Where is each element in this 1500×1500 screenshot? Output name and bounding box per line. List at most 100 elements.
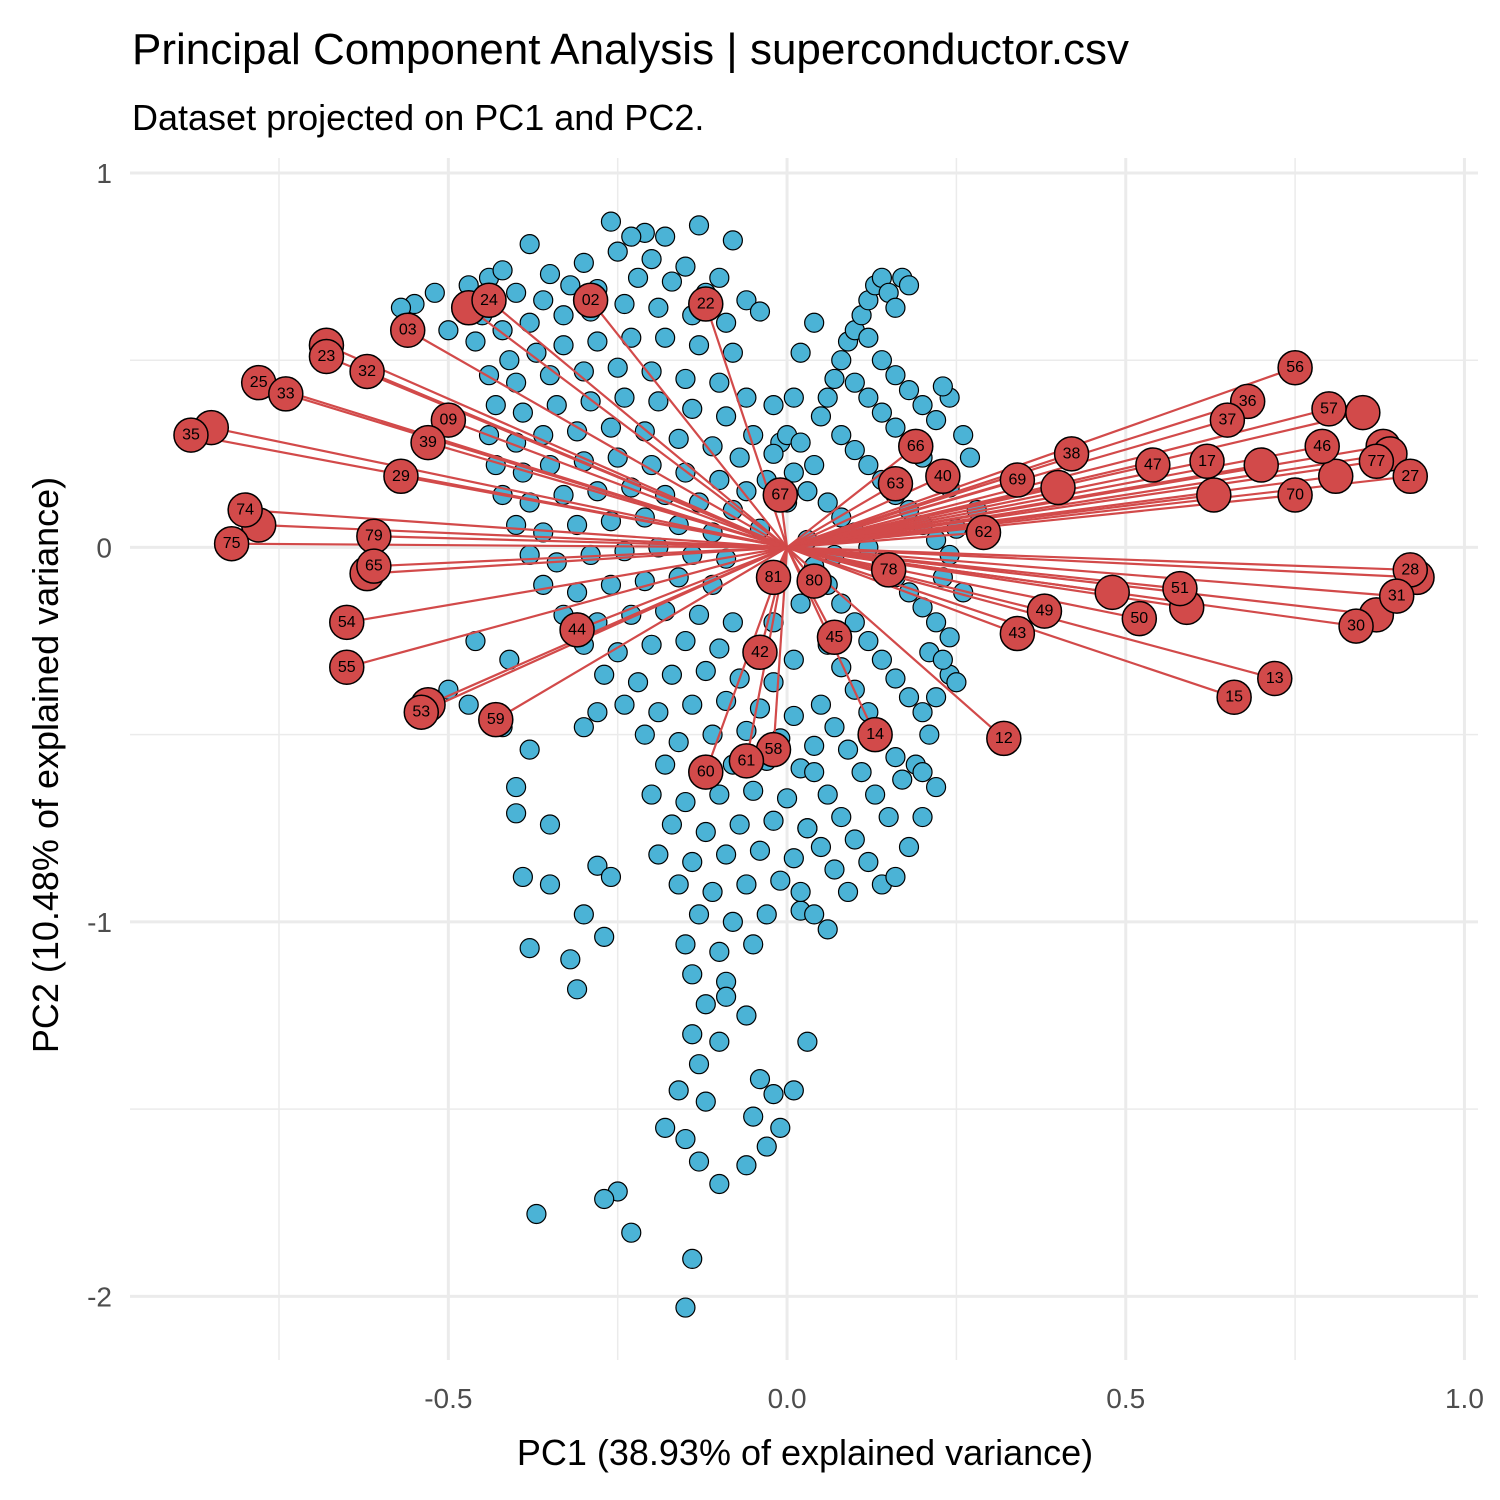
loading-label: 55	[329, 649, 365, 686]
data-point	[885, 417, 906, 438]
loading-label-circle	[877, 466, 914, 502]
loading-label: 35	[173, 417, 209, 453]
loading-label-circle	[268, 376, 304, 412]
loading-label-circle	[796, 563, 832, 599]
loading-label-text: 14	[866, 726, 884, 743]
loading-label-circle	[329, 649, 365, 686]
data-point	[560, 275, 581, 296]
data-point	[702, 436, 723, 457]
loading-label-text: 65	[365, 558, 383, 575]
loading-label-marker	[1345, 394, 1381, 431]
loading-label-text: 15	[1225, 689, 1243, 706]
data-point	[465, 331, 486, 352]
y-tick-label: -1	[87, 907, 112, 938]
data-point	[688, 904, 710, 925]
loading-arrow	[495, 546, 788, 721]
loading-label-text: 02	[582, 292, 600, 309]
data-point	[797, 1031, 818, 1052]
loading-label-circle	[1378, 578, 1415, 614]
loading-label-circle	[1311, 391, 1347, 427]
data-point	[729, 447, 750, 468]
data-point	[804, 762, 825, 783]
loading-arrow	[786, 482, 897, 549]
data-point	[831, 593, 852, 614]
data-point	[675, 368, 696, 390]
loading-label-text: 38	[1063, 445, 1081, 462]
loading-arrow	[366, 370, 788, 549]
data-point	[763, 395, 784, 416]
loading-label-circle	[965, 514, 1002, 551]
loading-label-marker	[1196, 477, 1232, 513]
data-point	[831, 424, 852, 446]
loading-label: 14	[857, 716, 893, 753]
loading-label: 37	[1209, 402, 1246, 438]
loading-arrow	[367, 546, 788, 575]
loading-label-circle	[471, 282, 507, 319]
data-point	[817, 492, 838, 513]
loading-arrow	[786, 460, 1377, 549]
data-point	[424, 282, 445, 303]
loading-label-text: 54	[338, 614, 356, 631]
loading-arrow	[420, 546, 788, 714]
data-point	[506, 282, 527, 303]
data-point	[641, 634, 662, 655]
loading-label: 58	[755, 731, 792, 768]
data-point	[810, 406, 832, 427]
data-point	[492, 260, 513, 281]
data-point	[553, 305, 574, 326]
data-point	[824, 859, 845, 880]
data-point	[783, 462, 804, 483]
loading-arrow	[285, 392, 788, 549]
loading-label: 42	[742, 634, 778, 671]
loading-arrow	[786, 460, 1208, 549]
data-point	[709, 372, 730, 393]
data-point	[695, 994, 716, 1015]
loading-label: 45	[816, 619, 853, 656]
loading-label-text: 30	[1347, 618, 1365, 635]
data-point	[783, 649, 804, 670]
data-point	[749, 1069, 771, 1090]
data-point	[871, 649, 892, 670]
loading-label: 27	[1392, 458, 1429, 495]
loading-label-text: 17	[1198, 453, 1216, 470]
loading-label-circle	[383, 458, 419, 495]
loading-label: 53	[403, 694, 440, 730]
data-point	[790, 593, 811, 614]
data-point	[885, 365, 906, 386]
loading-label: 24	[471, 282, 507, 319]
loading-label-circle	[410, 424, 446, 461]
data-point	[709, 267, 730, 288]
loading-label-text: 80	[805, 573, 823, 590]
data-point	[770, 870, 791, 891]
data-point	[702, 881, 723, 903]
data-point	[743, 780, 764, 801]
data-point	[892, 769, 913, 790]
data-point	[621, 1222, 642, 1243]
data-point	[716, 406, 737, 427]
data-point	[797, 481, 818, 502]
loading-label: 09	[430, 402, 467, 438]
data-point	[675, 791, 696, 813]
data-point	[722, 911, 743, 932]
data-point	[804, 454, 825, 476]
loading-label-text: 31	[1388, 588, 1406, 605]
data-point	[912, 762, 933, 783]
loading-label-text: 66	[907, 438, 925, 455]
data-point	[898, 275, 920, 296]
data-point	[729, 814, 750, 835]
loading-label: 75	[213, 525, 250, 562]
data-point	[519, 234, 540, 255]
data-point	[655, 327, 676, 348]
loading-label-circle	[898, 428, 934, 465]
data-point	[682, 398, 703, 419]
loading-label-text: 40	[934, 468, 952, 485]
loading-arrow	[326, 344, 788, 549]
loading-arrow	[786, 366, 1296, 549]
loading-label: 38	[1053, 436, 1090, 472]
loading-label-circle	[1135, 447, 1171, 483]
loading-label-text: 63	[887, 475, 905, 492]
loading-arrow	[786, 463, 1154, 549]
data-point	[709, 784, 730, 805]
loading-arrow	[576, 546, 788, 631]
